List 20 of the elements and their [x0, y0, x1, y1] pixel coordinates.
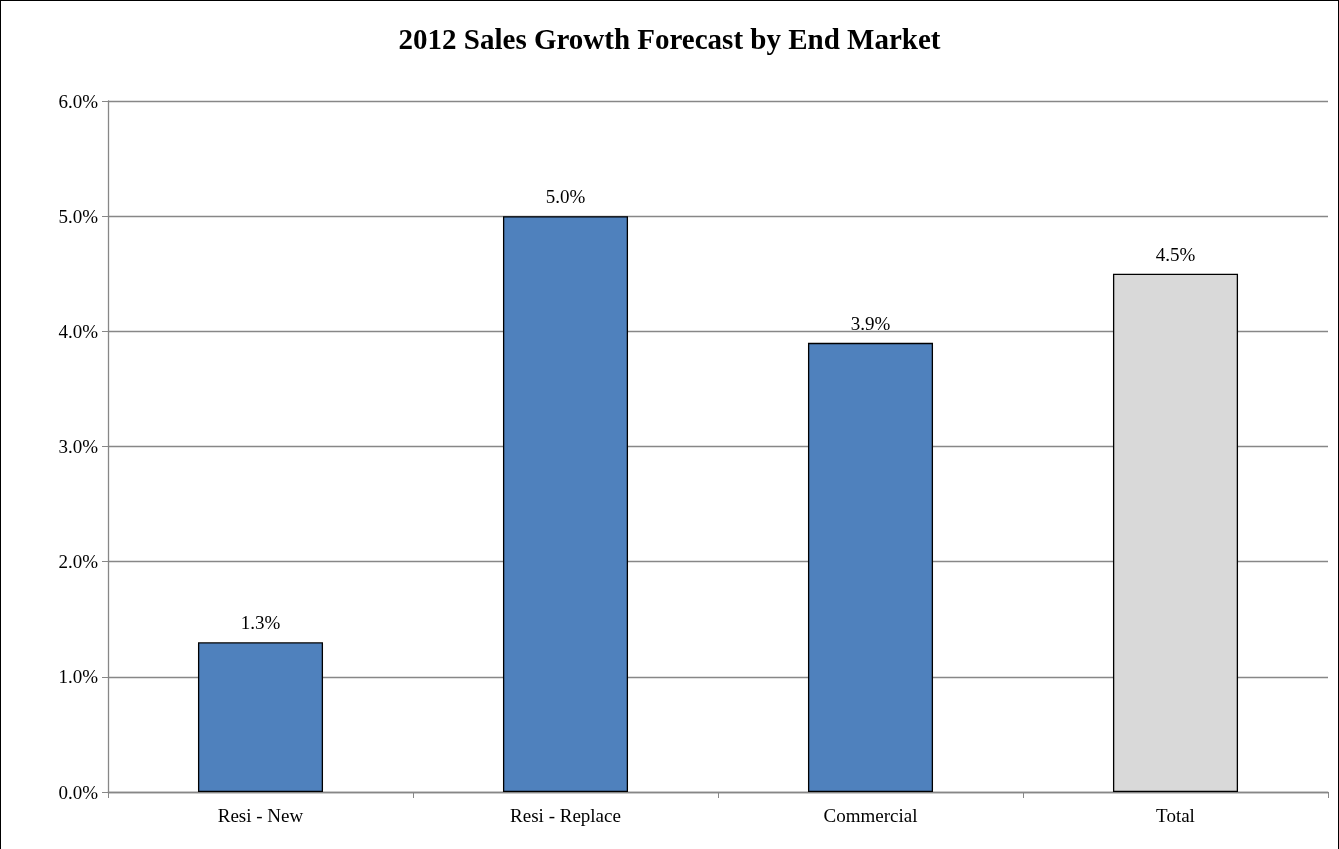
y-tick-label: 4.0% [58, 320, 99, 342]
x-tick-label: Resi - Replace [510, 805, 621, 826]
x-tick-label: Total [1156, 805, 1195, 826]
bar [502, 216, 629, 792]
y-tick-label: 3.0% [58, 436, 99, 457]
x-tick-label: Resi - New [217, 805, 304, 826]
y-tick-label: 1.0% [58, 666, 99, 688]
bar [1112, 273, 1239, 792]
x-tick-label: Commercial [823, 805, 918, 826]
data-label: 5.0% [545, 186, 586, 208]
y-tick-label: 6.0% [58, 90, 99, 112]
y-tick-label: 2.0% [58, 551, 99, 573]
y-tick-label: 0.0% [58, 781, 99, 803]
bar [807, 342, 934, 792]
bar [197, 642, 324, 792]
data-label: 3.9% [850, 312, 891, 334]
y-tick-label: 5.0% [58, 205, 99, 227]
data-label: 4.5% [1155, 243, 1196, 265]
data-label: 1.3% [240, 612, 281, 634]
chart-title: 2012 Sales Growth Forecast by End Market [398, 22, 941, 55]
